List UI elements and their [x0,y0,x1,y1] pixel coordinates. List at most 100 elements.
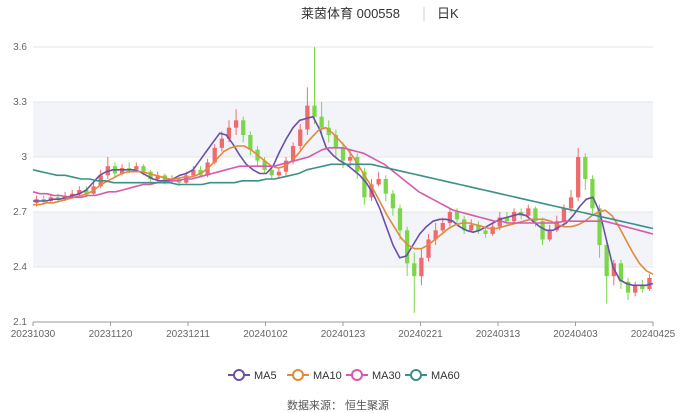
candle-body [312,105,317,117]
candle-body [233,120,239,128]
candle-body [554,221,559,231]
candle-body [376,179,381,185]
candle-body [134,166,139,170]
grid-lines [33,46,653,323]
candle-body [440,223,445,231]
legend-marker [410,369,422,381]
x-axis: 20231030 20231120 20231211 20240102 20240123… [11,321,676,340]
x-tick-label: 20231030 [11,329,56,340]
candle-body [483,230,488,234]
candle-body [226,127,232,139]
candle-body [412,263,417,277]
y-tick-label: 3.6 [13,42,27,53]
x-tick-label: 20240123 [321,329,366,340]
candle-body [262,160,267,170]
candle-body [433,230,438,240]
legend-marker [233,369,245,381]
series-line-ma10 [33,126,654,276]
candle-body [576,157,581,198]
x-tick-label: 20240102 [243,329,288,340]
legend-item-ma5[interactable]: MA5 [228,369,277,382]
candle-body [298,129,303,146]
candle-body [55,197,61,200]
candle-body [362,171,367,198]
candle-body [633,285,638,293]
x-tick-label: 20240403 [553,329,598,340]
candle-body [526,208,531,216]
x-tick-label: 20240425 [631,329,676,340]
candle-body [397,208,403,231]
candle-body [447,212,453,223]
period-label: 日K [437,6,459,21]
candle-body [347,157,353,161]
candle-body [533,208,538,222]
candle-body [119,168,125,174]
legend-item-ma60[interactable]: MA60 [405,369,460,382]
legend-marker [351,369,363,381]
y-axis: 2.1 2.4 2.7 3 3.3 3.6 [13,42,27,328]
candle-body [604,245,609,277]
candle-body [383,179,388,194]
candle-body [290,146,296,161]
candle-body [405,230,410,264]
candle-body [618,263,624,282]
candle-body [70,193,75,196]
candle-body [77,190,82,194]
grid-band [33,212,653,267]
candle-body [583,157,588,179]
legend: MA5 MA10 MA30 MA60 [228,369,460,382]
y-tick-label: 2.7 [13,207,27,218]
candle-body [141,166,146,172]
candle-body [84,190,89,194]
candle-body [148,171,153,179]
candle-body [276,171,281,176]
legend-item-ma30[interactable]: MA30 [346,369,401,382]
candle-body [212,147,217,163]
candlestick-series [34,47,652,313]
candle-body [511,212,517,222]
candle-body [219,138,224,148]
candle-body [647,278,652,289]
candle-body [497,217,502,227]
candle-body [41,199,46,201]
candle-body [540,221,545,240]
candle-body [241,120,246,135]
x-tick-label: 20231120 [89,329,133,340]
candle-body [155,175,160,179]
candle-body [504,217,510,222]
candle-body [191,169,196,176]
y-tick-label: 3 [21,152,27,163]
x-tick-label: 20231211 [166,329,210,340]
x-tick-label: 20240313 [476,329,521,340]
candle-body [127,168,132,170]
legend-label: MA60 [431,370,460,382]
candle-body [426,239,431,258]
candle-body [326,127,331,135]
candle-body [454,212,460,220]
candle-body [333,135,339,148]
candle-body [319,116,324,128]
legend-marker [292,369,304,381]
legend-label: MA5 [254,370,277,382]
series-line-ma60 [32,163,654,230]
candle-body [476,224,481,231]
series-line-ma5 [33,115,654,287]
legend-label: MA30 [372,370,401,382]
candle-body [597,208,602,245]
candle-body [640,285,645,289]
candle-body [469,224,474,231]
title-group: 莱茵体育 000558 日K [301,6,459,21]
candle-body [590,179,595,209]
candle-body [390,193,396,209]
candle-body [269,169,274,176]
y-tick-label: 2.1 [13,317,27,328]
candle-body [462,219,467,231]
y-tick-label: 2.4 [13,262,27,273]
series-line-ma30 [32,147,654,235]
legend-item-ma10[interactable]: MA10 [287,369,342,382]
moving-average-lines [32,115,654,287]
data-source: 数据来源： 恒生聚源 [287,398,389,412]
chart-title: 莱茵体育 000558 [301,6,400,21]
legend-label: MA10 [313,370,342,382]
